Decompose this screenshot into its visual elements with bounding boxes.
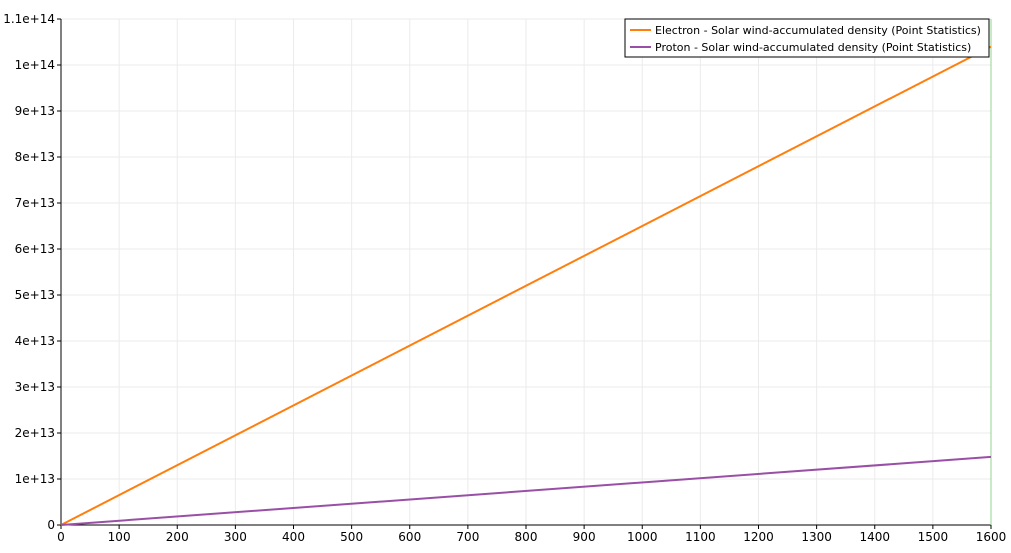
y-tick-label: 3e+13 [15,380,55,394]
y-tick-label: 6e+13 [15,242,55,256]
x-tick-label: 0 [57,530,65,544]
x-tick-label: 1200 [743,530,774,544]
electron-density-line [60,45,992,526]
x-tick-label: 200 [166,530,189,544]
y-tick-label: 7e+13 [15,196,55,210]
x-tick-label: 600 [398,530,421,544]
legend-entry: Proton - Solar wind-accumulated density … [655,41,971,54]
y-tick-label: 1e+13 [15,472,55,486]
y-tick-label: 2e+13 [15,426,55,440]
grid [61,18,992,525]
x-tick-label: 900 [573,530,596,544]
x-tick-label: 700 [456,530,479,544]
y-tick-label: 9e+13 [15,104,55,118]
x-tick-label: 100 [108,530,131,544]
x-tick-label: 1300 [801,530,832,544]
x-tick-label: 1100 [685,530,716,544]
x-tick-label: 1400 [859,530,890,544]
y-tick-label: 1.1e+14 [3,12,55,26]
x-tick-label: 1600 [976,530,1007,544]
axes: 0 100 200 300 400 500 600 700 800 900 1000 1100 1200… [3,12,1006,544]
y-tick-label: 0 [47,518,55,532]
x-tick-label: 800 [515,530,538,544]
y-tick-label: 8e+13 [15,150,55,164]
legend-box [624,18,990,58]
x-tick-label: 300 [224,530,247,544]
series-layer [60,45,992,526]
y-tick-label: 4e+13 [15,334,55,348]
proton-density-line [60,455,992,526]
x-tick-label: 500 [340,530,363,544]
x-tick-label: 1500 [918,530,949,544]
legend-entry: Electron - Solar wind-accumulated densit… [655,24,981,37]
y-tick-label: 1e+14 [15,58,55,72]
x-tick-label: 400 [282,530,305,544]
legend: Electron - Solar wind-accumulated densit… [624,18,990,58]
x-tick-label: 1000 [627,530,658,544]
y-tick-label: 5e+13 [15,288,55,302]
